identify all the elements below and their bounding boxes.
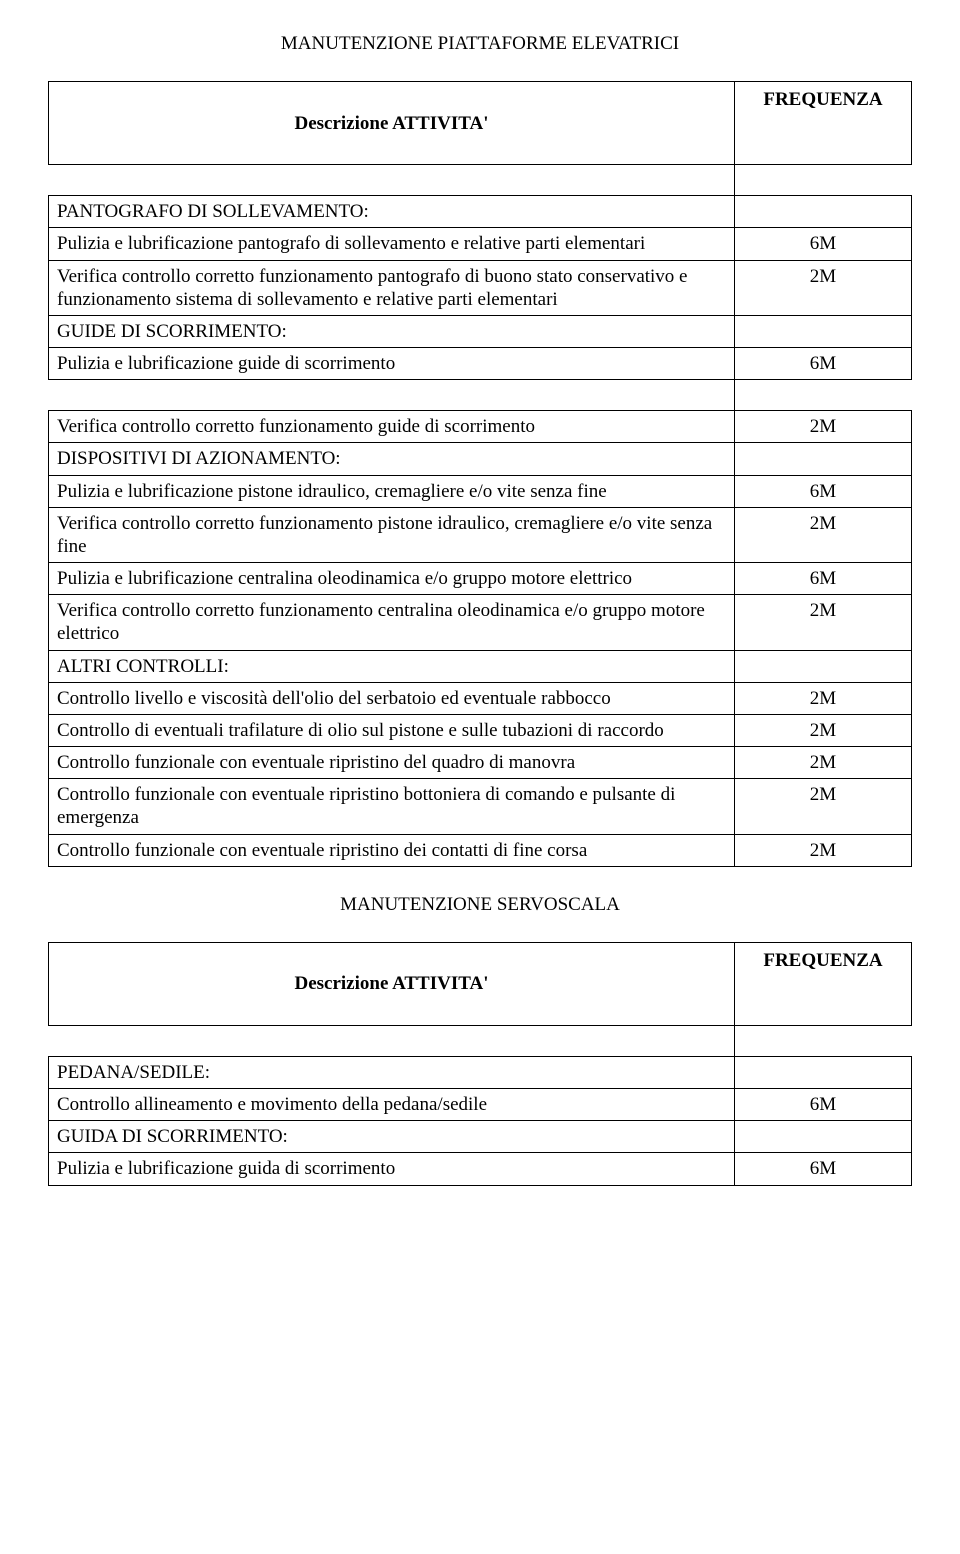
- cell-desc: PANTOGRAFO DI SOLLEVAMENTO:: [49, 196, 735, 228]
- table-row: GUIDA DI SCORRIMENTO:: [49, 1121, 912, 1153]
- header-frequenza: FREQUENZA: [735, 942, 912, 1025]
- cell-desc: Controllo di eventuali trafilature di ol…: [49, 714, 735, 746]
- cell-freq: 2M: [735, 411, 912, 443]
- table-row: Pulizia e lubrificazione pantografo di s…: [49, 228, 912, 260]
- cell-desc: Pulizia e lubrificazione pistone idrauli…: [49, 475, 735, 507]
- table-row: Pulizia e lubrificazione centralina oleo…: [49, 563, 912, 595]
- cell-freq: 2M: [735, 595, 912, 650]
- cell-desc: PEDANA/SEDILE:: [49, 1056, 735, 1088]
- cell-desc: Verifica controllo corretto funzionament…: [49, 595, 735, 650]
- cell-desc: Pulizia e lubrificazione pantografo di s…: [49, 228, 735, 260]
- cell-desc: Controllo funzionale con eventuale ripri…: [49, 779, 735, 834]
- cell-desc: Pulizia e lubrificazione centralina oleo…: [49, 563, 735, 595]
- cell-desc: Verifica controllo corretto funzionament…: [49, 507, 735, 562]
- table-row: Verifica controllo corretto funzionament…: [49, 595, 912, 650]
- table-piattaforme: Descrizione ATTIVITA' FREQUENZA PANTOGRA…: [48, 81, 912, 867]
- table-row: ALTRI CONTROLLI:: [49, 650, 912, 682]
- spacer-row: [49, 380, 912, 411]
- table-row: Controllo funzionale con eventuale ripri…: [49, 747, 912, 779]
- cell-desc: Controllo funzionale con eventuale ripri…: [49, 747, 735, 779]
- table-row: Pulizia e lubrificazione guide di scorri…: [49, 348, 912, 380]
- table-row: Pulizia e lubrificazione pistone idrauli…: [49, 475, 912, 507]
- header-descrizione: Descrizione ATTIVITA': [49, 942, 735, 1025]
- header-descrizione: Descrizione ATTIVITA': [49, 82, 735, 165]
- table-servosscala: Descrizione ATTIVITA' FREQUENZA PEDANA/S…: [48, 942, 912, 1186]
- cell-freq: [735, 443, 912, 475]
- cell-freq: 2M: [735, 507, 912, 562]
- table-row: Verifica controllo corretto funzionament…: [49, 411, 912, 443]
- cell-freq: 6M: [735, 563, 912, 595]
- table-row: Controllo funzionale con eventuale ripri…: [49, 834, 912, 866]
- table-header-row: Descrizione ATTIVITA' FREQUENZA: [49, 942, 912, 1025]
- cell-desc: GUIDA DI SCORRIMENTO:: [49, 1121, 735, 1153]
- cell-freq: 2M: [735, 260, 912, 315]
- table-row: Verifica controllo corretto funzionament…: [49, 507, 912, 562]
- cell-freq: 2M: [735, 834, 912, 866]
- cell-desc: Controllo funzionale con eventuale ripri…: [49, 834, 735, 866]
- cell-freq: [735, 315, 912, 347]
- cell-desc: DISPOSITIVI DI AZIONAMENTO:: [49, 443, 735, 475]
- cell-desc: Verifica controllo corretto funzionament…: [49, 411, 735, 443]
- table-row: PEDANA/SEDILE:: [49, 1056, 912, 1088]
- table-row: Controllo funzionale con eventuale ripri…: [49, 779, 912, 834]
- cell-desc: Pulizia e lubrificazione guida di scorri…: [49, 1153, 735, 1185]
- cell-desc: Pulizia e lubrificazione guide di scorri…: [49, 348, 735, 380]
- cell-freq: 2M: [735, 714, 912, 746]
- table-row: DISPOSITIVI DI AZIONAMENTO:: [49, 443, 912, 475]
- cell-freq: 6M: [735, 228, 912, 260]
- table-row: Controllo allineamento e movimento della…: [49, 1089, 912, 1121]
- spacer-row: [49, 165, 912, 196]
- cell-freq: [735, 1121, 912, 1153]
- table-row: Controllo di eventuali trafilature di ol…: [49, 714, 912, 746]
- cell-freq: 2M: [735, 779, 912, 834]
- cell-freq: 6M: [735, 475, 912, 507]
- table-row: PANTOGRAFO DI SOLLEVAMENTO:: [49, 196, 912, 228]
- table-row: GUIDE DI SCORRIMENTO:: [49, 315, 912, 347]
- cell-desc: Verifica controllo corretto funzionament…: [49, 260, 735, 315]
- section2-title: MANUTENZIONE SERVOSCALA: [48, 893, 912, 916]
- cell-desc: Controllo livello e viscosità dell'olio …: [49, 682, 735, 714]
- cell-freq: 6M: [735, 1153, 912, 1185]
- table-row: Verifica controllo corretto funzionament…: [49, 260, 912, 315]
- spacer-row: [49, 1025, 912, 1056]
- table-row: Pulizia e lubrificazione guida di scorri…: [49, 1153, 912, 1185]
- cell-freq: [735, 650, 912, 682]
- cell-freq: 2M: [735, 747, 912, 779]
- cell-desc: Controllo allineamento e movimento della…: [49, 1089, 735, 1121]
- table-row: Controllo livello e viscosità dell'olio …: [49, 682, 912, 714]
- cell-freq: [735, 1056, 912, 1088]
- header-frequenza: FREQUENZA: [735, 82, 912, 165]
- cell-freq: 6M: [735, 1089, 912, 1121]
- section1-title: MANUTENZIONE PIATTAFORME ELEVATRICI: [48, 32, 912, 55]
- cell-desc: ALTRI CONTROLLI:: [49, 650, 735, 682]
- cell-freq: 6M: [735, 348, 912, 380]
- cell-freq: [735, 196, 912, 228]
- cell-freq: 2M: [735, 682, 912, 714]
- table-header-row: Descrizione ATTIVITA' FREQUENZA: [49, 82, 912, 165]
- cell-desc: GUIDE DI SCORRIMENTO:: [49, 315, 735, 347]
